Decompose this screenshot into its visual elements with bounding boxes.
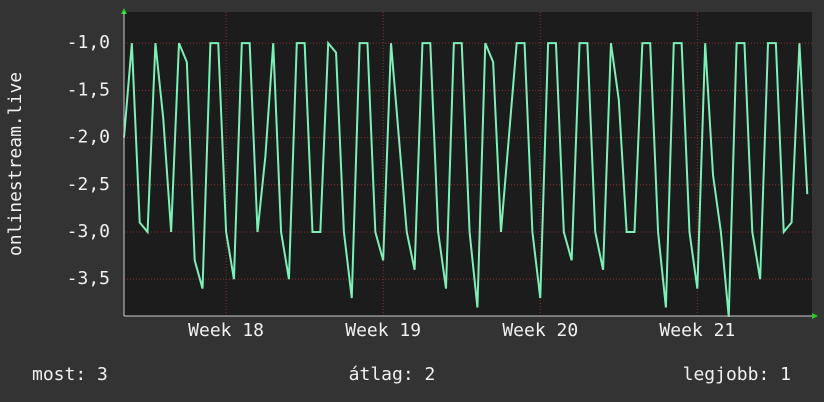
y-tick-label: -1,0 [67, 32, 110, 53]
footer-current: most: 3 [32, 364, 108, 385]
x-tick-label: Week 18 [188, 320, 264, 341]
y-tick-label: -2,0 [67, 127, 110, 148]
x-tick-label: Week 20 [502, 320, 578, 341]
y-tick-label: -1,5 [67, 79, 110, 100]
axis-arrow [121, 8, 127, 14]
x-tick-label: Week 21 [659, 320, 735, 341]
footer-best: legjobb: 1 [683, 364, 791, 385]
data-line [123, 40, 809, 318]
x-tick-label: Week 19 [345, 320, 421, 341]
axis-arrow [812, 313, 818, 319]
y-tick-label: -2,5 [67, 174, 110, 195]
plot-area [124, 12, 812, 316]
y-axis-label: onlinestream.live [5, 72, 26, 256]
y-tick-label: -3,5 [67, 268, 110, 289]
y-tick-label: -3,0 [67, 221, 110, 242]
footer-average: átlag: 2 [349, 364, 436, 385]
